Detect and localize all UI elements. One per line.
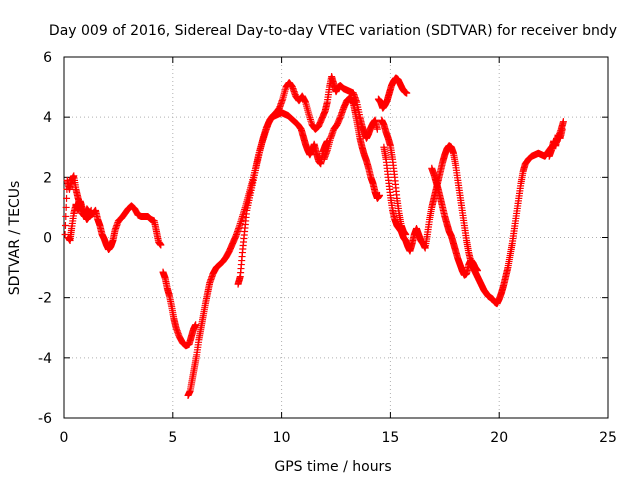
data-point: [559, 118, 567, 126]
x-tick-label: 5: [168, 430, 177, 446]
grid: [64, 57, 608, 418]
data-point: [157, 241, 165, 249]
y-axis-label: SDTVAR / TECUs: [7, 181, 23, 296]
data-point: [87, 206, 95, 214]
x-tick-label: 20: [490, 430, 508, 446]
y-tick-label: 2: [43, 170, 52, 186]
x-tick-label: 25: [599, 430, 617, 446]
y-tick-label: 4: [43, 110, 52, 126]
data-point: [403, 89, 411, 97]
data-point: [558, 125, 566, 133]
data-point: [402, 230, 410, 238]
data-point-fill: [61, 221, 69, 229]
data-point-fill: [62, 203, 70, 211]
x-tick-label: 10: [273, 430, 291, 446]
data-point: [473, 267, 481, 275]
data-point: [376, 191, 384, 199]
x-tick-label: 15: [381, 430, 399, 446]
y-tick-label: -6: [38, 411, 52, 427]
x-tick-label: 0: [60, 430, 69, 446]
chart-title: Day 009 of 2016, Sidereal Day-to-day VTE…: [49, 23, 617, 39]
data-point: [373, 125, 381, 133]
data-markers: [61, 73, 567, 399]
x-axis-label: GPS time / hours: [274, 459, 391, 475]
data-point-fill: [62, 212, 70, 220]
y-tick-label: -4: [38, 351, 52, 367]
data-point: [192, 321, 200, 329]
y-tick-label: 0: [43, 231, 52, 247]
data-point-fill: [63, 194, 71, 202]
plot-frame: [63, 56, 609, 419]
y-tick-label: 6: [43, 50, 52, 66]
y-tick-label: -2: [38, 291, 52, 307]
